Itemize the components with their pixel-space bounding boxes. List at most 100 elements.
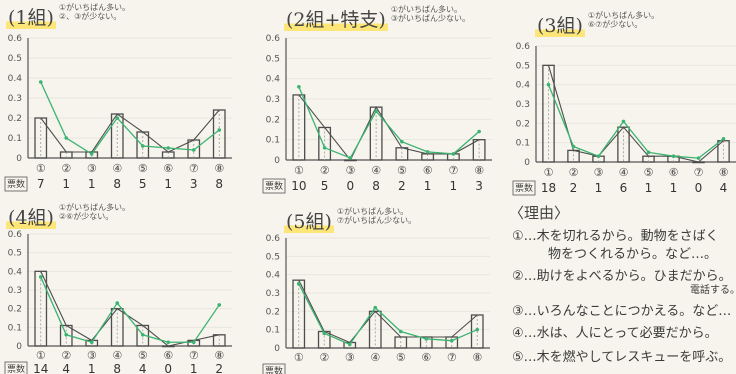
- chart-3-note-2: ⑥⑦が少ない。: [587, 20, 643, 29]
- category-label: ⑦: [694, 166, 704, 179]
- reason-5: ⑤…木を燃やしてレスキューを呼ぶ。: [512, 350, 732, 365]
- count-value: 2: [215, 362, 223, 374]
- y-tick-label: 0.2: [266, 307, 280, 317]
- y-tick-label: 0.6: [266, 34, 281, 44]
- count-value: 0: [164, 362, 172, 374]
- category-label: ④: [619, 166, 629, 179]
- chart-2: 0.6 0.5 0.4 0.3 0.2 0.1 0 ① ② ③ ④ ⑤ ⑥ ⑦ ⑧ 票数 10 5 0 8 2 1 1 3: [262, 34, 492, 194]
- green-point: [166, 146, 171, 150]
- chart-4: 0.6 0.5 0.4 0.3 0.2 0.1 0 ① ② ③ ④ ⑤ ⑥ ⑦ ⑧ 票数 14 4 1 8 4 0 1 2: [4, 230, 232, 374]
- y-tick-label: 0.3: [8, 286, 22, 296]
- y-tick-label: 0.5: [516, 61, 530, 71]
- green-point: [217, 303, 222, 307]
- category-label: ⑥: [669, 166, 679, 179]
- y-tick-label: 0.3: [8, 94, 22, 104]
- count-value: 14: [33, 362, 48, 374]
- reason-2: ②…助けをよべるから。ひまだから。: [512, 269, 732, 284]
- series-line-bars: [40, 109, 220, 153]
- series-line-green: [40, 276, 220, 344]
- category-label: ④: [112, 349, 122, 362]
- green-point: [296, 282, 301, 286]
- reason-2-cont: 電話する。: [690, 285, 736, 296]
- series-line-bars: [298, 279, 478, 344]
- y-tick-label: 0.1: [266, 326, 280, 336]
- category-label: ③: [345, 164, 355, 177]
- chart-2-note-2: ③がいちばん少ない。: [390, 14, 471, 23]
- count-label: 票数: [7, 178, 25, 190]
- green-point: [721, 137, 726, 141]
- count-value: 1: [62, 177, 70, 191]
- y-tick-label: 0: [274, 344, 280, 354]
- count-value: 1: [450, 179, 458, 193]
- chart-5-title: (5組): [284, 211, 334, 233]
- category-label: ②: [320, 164, 330, 177]
- y-tick-label: 0.6: [266, 234, 281, 244]
- category-label: ②: [319, 351, 329, 364]
- chart-2-notes: ①がいちばん多い。 ③がいちばん少ない。: [391, 5, 470, 23]
- green-point: [374, 109, 378, 113]
- green-point: [571, 144, 576, 149]
- green-point: [297, 85, 301, 89]
- y-tick-label: 0.2: [8, 114, 22, 124]
- count-label-box: [4, 176, 28, 192]
- y-tick-label: 0.5: [8, 249, 22, 259]
- chart-2-title-block: (2組+特支) ①がいちばん多い。 ③がいちばん少ない。: [284, 5, 470, 32]
- y-tick-label: 0.5: [8, 54, 22, 64]
- category-label: ⑥: [163, 349, 173, 362]
- green-point: [140, 333, 145, 337]
- reason-1-cont: 物をつくれるから。など…。: [548, 247, 718, 262]
- category-label: ②: [61, 162, 71, 175]
- green-point: [400, 139, 404, 144]
- green-point: [348, 156, 353, 160]
- category-label: ⑥: [163, 162, 173, 175]
- count-value: 8: [215, 177, 223, 191]
- chart-5-title-block: (5組) ①がいちばん多い。 ⑦がいちばん少ない。: [284, 207, 416, 234]
- chart-2-note-1: ①がいちばん多い。: [390, 5, 463, 14]
- green-point: [449, 338, 454, 343]
- green-point: [424, 337, 429, 341]
- green-point: [696, 156, 701, 160]
- category-label: ②: [61, 349, 71, 362]
- chart-3-title-block: (3組) ①がいちばん多い。 ⑥⑦が少ない。: [535, 11, 659, 38]
- green-point: [38, 80, 43, 84]
- category-label: ③: [87, 349, 97, 362]
- green-point: [596, 154, 601, 158]
- chart-4-note-2: ②⑥が少ない。: [58, 212, 114, 221]
- chart-2-title: (2組+特支): [284, 9, 388, 31]
- green-point: [89, 152, 94, 156]
- chart-5: 0.6 0.5 0.4 0.3 0.2 0.1 0 ① ② ③ ④ ⑤ ⑥ ⑦ ⑧ 票数: [262, 234, 490, 374]
- green-point: [646, 150, 651, 155]
- green-point: [166, 340, 171, 345]
- category-label: ①: [544, 166, 554, 179]
- count-value: 1: [595, 181, 603, 195]
- count-label: 票数: [7, 363, 25, 374]
- category-label: ①: [294, 351, 304, 364]
- y-tick-label: 0.4: [8, 74, 23, 84]
- green-point: [546, 82, 551, 87]
- category-label: ⑤: [644, 166, 654, 179]
- chart-3-notes: ①がいちばん多い。 ⑥⑦が少ない。: [588, 11, 659, 29]
- category-label: ⑤: [397, 164, 407, 177]
- y-tick-label: 0.3: [266, 289, 280, 299]
- green-point: [64, 333, 69, 337]
- category-label: ⑤: [138, 349, 148, 362]
- chart-5-notes: ①がいちばん多い。 ⑦がいちばん少ない。: [337, 207, 416, 225]
- y-tick-label: 0.1: [516, 139, 530, 149]
- category-label: ②: [569, 166, 579, 179]
- chart-4-title: (4組): [6, 207, 56, 229]
- green-point: [89, 340, 94, 345]
- y-tick-label: 0.2: [8, 305, 22, 315]
- count-label-box: [512, 180, 536, 196]
- series-line-green: [40, 81, 220, 155]
- chart-1: 0.60.50.40.30.20.10① ② ③ ④ ⑤ ⑥ ⑦ ⑧票数 7 1 1 8 5 1 3 8: [4, 34, 232, 192]
- y-tick-label: 0.5: [266, 252, 280, 262]
- reason-1: ①…木を切れるから。動物をさばく: [512, 229, 719, 244]
- series-line-green: [298, 86, 480, 159]
- category-label: ⑦: [447, 351, 457, 364]
- y-tick-label: 0.2: [266, 115, 280, 125]
- green-point: [191, 340, 196, 345]
- chart-1-title: (1組): [6, 7, 56, 29]
- category-label: ⑧: [719, 166, 729, 179]
- category-label: ⑦: [189, 349, 199, 362]
- y-tick-label: 0.1: [266, 136, 280, 146]
